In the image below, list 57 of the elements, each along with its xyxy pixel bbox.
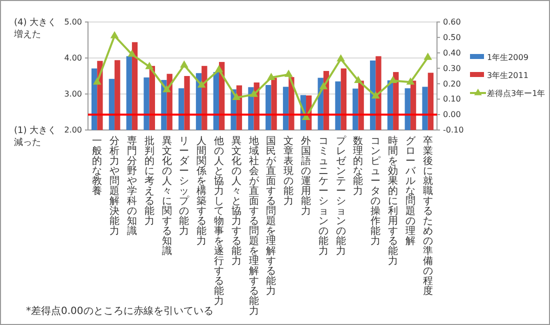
y2-tick-label: 0.60 [443,18,461,27]
point [180,60,188,68]
category-label: 国民が直面する問題を理解する能力 [266,136,276,297]
category-label: 人間関係を構築する能力 [196,136,207,247]
y2-tick-label: 0.20 [443,79,461,88]
text: (1) 大きく減った [14,125,57,148]
point [197,80,206,88]
y-tick-label: 2.00 [64,126,82,135]
text: (4) 大きく増えた [13,17,57,40]
point [424,52,432,60]
point [406,77,415,85]
text: *差得点0.00のところに赤線を引いている [26,305,214,317]
point [92,77,102,85]
legend-label: 3年生2011 [487,71,528,80]
category-label: 批判的に考える能力 [144,136,154,227]
y-tick-label: 3.00 [64,90,82,99]
y2-tick-label: -0.10 [443,126,464,135]
point [162,85,171,92]
category-label: 他の人と協力して物事を遂行する能力 [214,136,224,307]
legend-label: 差得点3年ー1年 [487,89,546,98]
point [128,50,136,57]
x-tick-label: 一般的な教養 [92,136,102,197]
category-label: 分析力や問題解決能力 [110,136,120,237]
point [214,65,224,72]
point [267,72,276,80]
category-label: 専門分野や学科の知識 [126,136,137,237]
category-label: コンピュータの操作能力 [370,136,381,247]
point [110,31,119,38]
point [250,90,258,97]
category-label: グローバルな問題の理解 [405,136,416,247]
point [371,91,380,98]
y2-tick-label: 0.30 [443,64,461,73]
category-label: コミュニケーションの能力 [318,136,328,257]
point [145,62,154,70]
category-label: 卒業後に就職するための準備の程度 [422,136,433,297]
point [232,92,241,100]
category-label: 時間を効果的に利用する能力 [388,136,398,267]
y2-tick-label: 0.40 [443,48,461,58]
y2-tick-label: 0.50 [443,32,461,42]
y-tick-label: 4.00 [64,54,82,63]
category-label: 地域社会が直面する問題を理解する能力 [248,136,259,317]
x-tick-label: 外国語の運用能力 [301,136,312,217]
y2-tick-label: 0.00 [443,110,461,120]
category-label: プレゼンテーションの能力 [336,136,346,257]
point [319,82,328,90]
x-tick-label: 数理的な能力 [353,136,364,197]
x-tick-label: 文章表現の能力 [284,135,294,207]
category-label: リーダーシップの能力 [179,136,190,237]
y2-tick-label: 0.10 [443,94,461,104]
category-label: 異文化の人々に関する知識 [162,136,172,257]
point [284,70,293,77]
y-tick-label: 5.00 [64,18,82,27]
category-label: 異文化の人々と協力する能力 [231,136,242,267]
point [354,76,362,84]
point [336,54,345,62]
point [388,76,398,84]
legend-label: 1年生2009 [487,53,528,62]
